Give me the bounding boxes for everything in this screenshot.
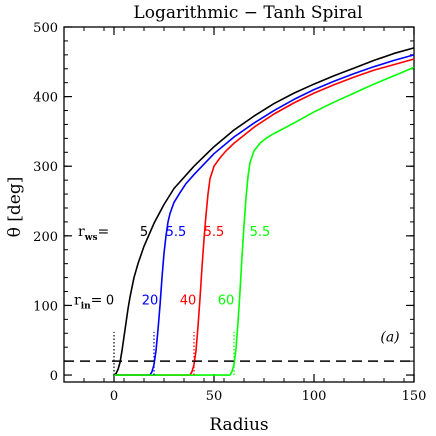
x-axis-label: Radius <box>209 415 268 435</box>
y-tick-label: 200 <box>33 230 58 245</box>
r-in-value-1: 20 <box>142 294 159 309</box>
panel-label: (a) <box>380 330 399 346</box>
r-ws-value-1: 5.5 <box>166 225 187 240</box>
x-tick-label: 150 <box>402 389 427 404</box>
series-line-3 <box>114 66 415 376</box>
plot-frame <box>63 26 415 383</box>
y-tick-label: 400 <box>33 91 58 106</box>
series-line-1 <box>114 54 415 376</box>
x-tick-label: 50 <box>206 389 223 404</box>
series-line-0 <box>113 47 415 376</box>
r-in-label: rin= <box>74 293 102 312</box>
r-in-value-3: 60 <box>218 294 235 309</box>
y-tick-label: 500 <box>33 21 58 36</box>
r-ws-value-3: 5.5 <box>250 225 271 240</box>
r-ws-label: rws= <box>78 224 109 243</box>
annotation-layer: rws= rin= 5 5.5 5.5 5.5 0 20 40 60 (a) <box>74 224 400 346</box>
y-tick-label: 100 <box>33 299 58 314</box>
r-in-value-2: 40 <box>180 294 197 309</box>
y-tick-label: 300 <box>33 160 58 175</box>
r-ws-value-0: 5 <box>140 225 148 240</box>
y-axis-label: θ [deg] <box>5 177 25 238</box>
chart-title: Logarithmic − Tanh Spiral <box>133 3 362 23</box>
r-in-value-0: 0 <box>106 294 114 309</box>
x-tick-label: 100 <box>302 389 327 404</box>
r-ws-value-2: 5.5 <box>204 225 225 240</box>
series-line-2 <box>114 58 415 376</box>
x-tick-label: 0 <box>110 389 118 404</box>
series-layer <box>64 47 415 376</box>
y-tick-label: 0 <box>50 369 58 384</box>
